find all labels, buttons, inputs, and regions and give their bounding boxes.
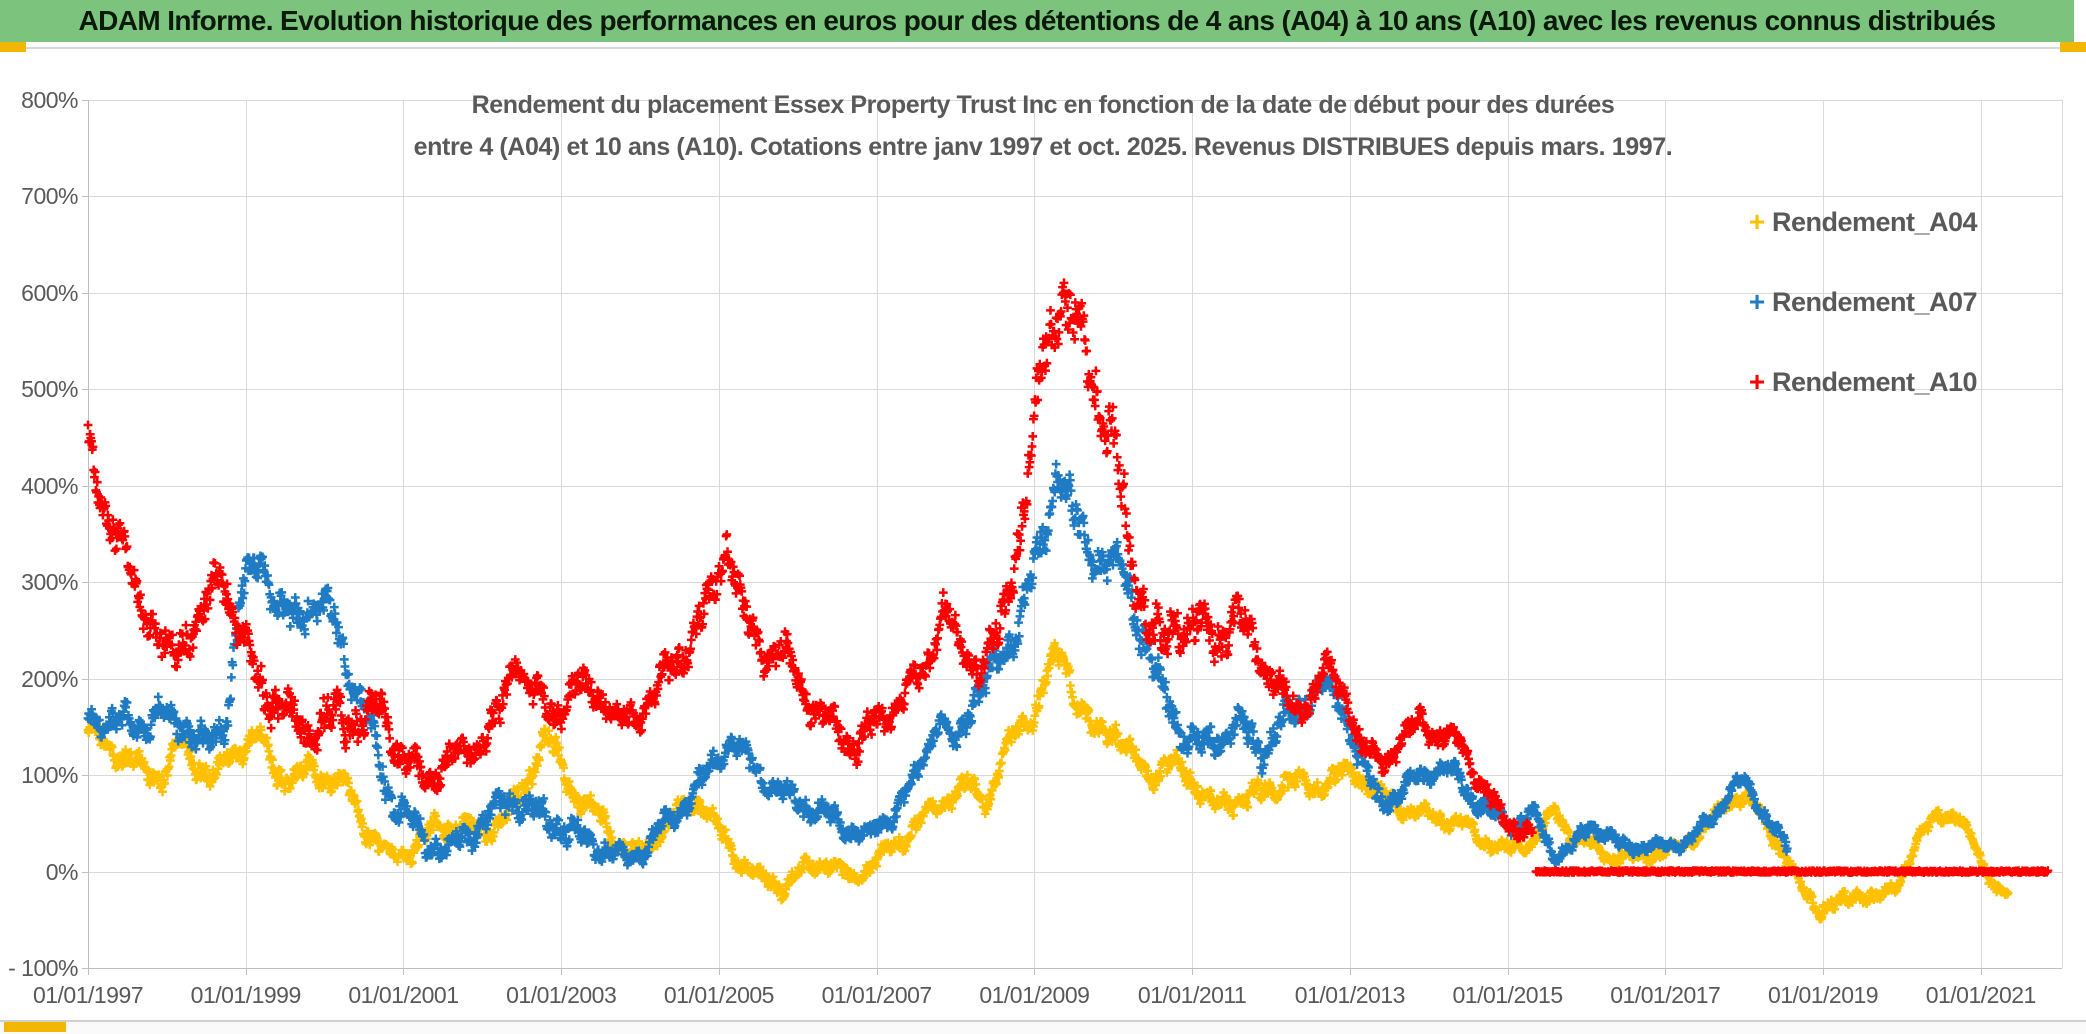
x-tick-label: 01/01/1997 [32, 982, 144, 1008]
gold-accent-left [0, 42, 26, 52]
x-tick-label: 01/01/1999 [190, 982, 302, 1008]
y-tick-label: 800% [21, 87, 78, 113]
y-tick-label: 400% [21, 472, 78, 499]
legend-item-a07: + Rendement_A07 [1742, 276, 1978, 328]
x-tick-label: 01/01/2013 [1294, 982, 1406, 1008]
x-tick-label: 01/01/2005 [663, 982, 775, 1008]
gold-accent-right [2060, 42, 2086, 52]
x-tick-label: 01/01/2017 [1610, 982, 1721, 1008]
legend-item-a04: + Rendement_A04 [1742, 196, 1978, 248]
legend-item-label: Rendement_A07 [1772, 286, 1978, 317]
chart-legend: + Rendement_A04 + Rendement_A07 + Rendem… [1742, 196, 1978, 436]
legend-item-a10: + Rendement_A10 [1742, 356, 1978, 408]
plus-marker-icon: + [1748, 286, 1766, 317]
y-tick-label: 300% [21, 569, 78, 596]
y-tick-label: - 100% [8, 955, 78, 981]
x-tick-label: 01/01/2007 [821, 982, 933, 1008]
scrollbar-thumb[interactable] [4, 1022, 66, 1032]
y-tick-label: 0% [45, 858, 79, 885]
x-tick-label: 01/01/2015 [1452, 982, 1564, 1008]
legend-item-label: Rendement_A04 [1772, 206, 1978, 237]
y-tick-label: 600% [21, 279, 78, 306]
bottom-scrollbar-track [0, 1020, 2086, 1034]
y-tick-label: 500% [21, 376, 78, 403]
x-tick-label: 01/01/2011 [1137, 982, 1247, 1008]
header-divider [0, 47, 2086, 49]
x-tick-label: 01/01/2009 [979, 982, 1090, 1008]
chart-title: Rendement du placement Essex Property Tr… [0, 84, 2086, 168]
page-title: ADAM Informe. Evolution historique des p… [78, 5, 1996, 36]
plus-marker-icon: + [1748, 366, 1766, 397]
chart-title-line2: entre 4 (A04) et 10 ans (A10). Cotations… [413, 133, 1673, 161]
x-tick-label: 01/01/2001 [348, 982, 459, 1008]
x-tick-label: 01/01/2019 [1767, 982, 1879, 1008]
plus-marker-icon: + [1748, 206, 1766, 237]
y-tick-label: 200% [21, 665, 78, 692]
x-tick-label: 01/01/2003 [506, 982, 617, 1008]
legend-item-label: Rendement_A10 [1772, 366, 1978, 397]
header-title-bar: ADAM Informe. Evolution historique des p… [0, 0, 2074, 42]
chart-title-line1: Rendement du placement Essex Property Tr… [471, 91, 1615, 119]
x-tick-label: 01/01/2021 [1925, 982, 2037, 1008]
y-tick-label: 100% [21, 762, 78, 789]
y-tick-label: 700% [21, 183, 78, 210]
